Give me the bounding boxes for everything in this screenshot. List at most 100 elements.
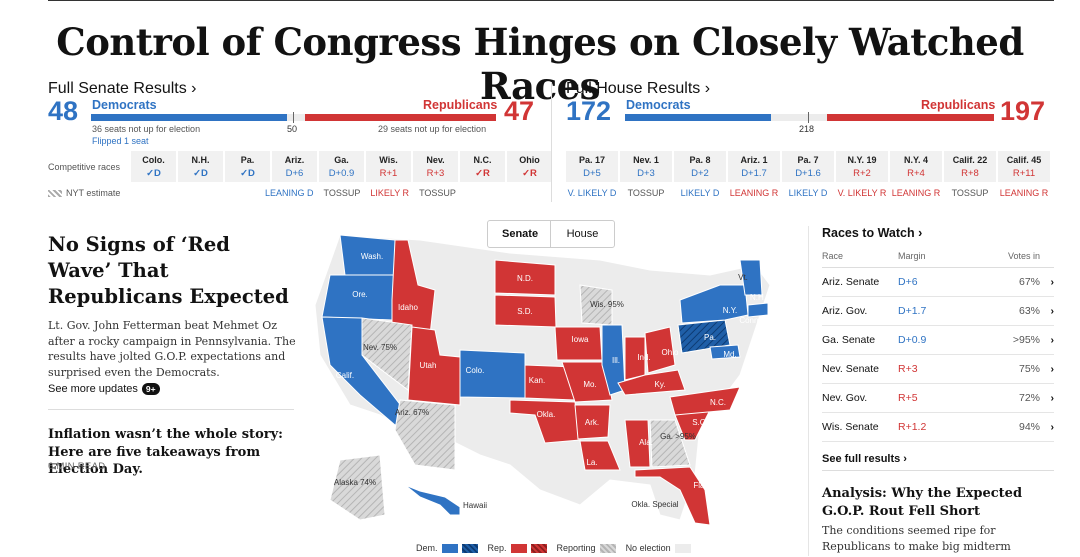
house-results-link[interactable]: Full House Results › bbox=[566, 80, 711, 97]
map-label: Ark. bbox=[585, 418, 599, 427]
analysis-headline[interactable]: Analysis: Why the Expected G.O.P. Rout F… bbox=[822, 486, 1023, 519]
legend-rep-flip-swatch bbox=[530, 543, 547, 553]
map-label: Fla. bbox=[693, 481, 706, 490]
house-category: LEANING R bbox=[729, 188, 779, 198]
senate-results-link[interactable]: Full Senate Results › bbox=[48, 80, 197, 97]
race-state: N.C. bbox=[473, 155, 492, 165]
state-mo bbox=[561, 361, 613, 403]
house-category: V. LIKELY D bbox=[567, 188, 617, 198]
senate-dem-note: 36 seats not up for election bbox=[92, 124, 201, 134]
race-tile[interactable]: Pa. 17 D+5 bbox=[566, 151, 618, 182]
tab-senate[interactable]: Senate bbox=[488, 221, 551, 247]
race-row[interactable]: Ariz. Senate D+6 67% › bbox=[822, 268, 1054, 297]
tab-house[interactable]: House bbox=[566, 228, 599, 240]
state-ill bbox=[601, 324, 626, 396]
estimate-icon bbox=[48, 189, 62, 197]
race-votes-in: 67% bbox=[1018, 276, 1040, 288]
race-margin: R+3 bbox=[898, 363, 918, 375]
race-margin: D+5 bbox=[583, 168, 601, 179]
map-label: Alaska 74% bbox=[334, 478, 376, 487]
race-margin: D+3 bbox=[637, 168, 655, 179]
house-rep-bar bbox=[827, 114, 994, 121]
races-table-body: Ariz. Senate D+6 67% › Ariz. Gov. D+1.7 63% › Ga… bbox=[822, 268, 1054, 442]
race-tile[interactable]: Colo. ✓D bbox=[131, 151, 176, 182]
map-label: Calif. bbox=[336, 371, 354, 380]
race-tile[interactable]: Pa. 7 D+1.6 bbox=[782, 151, 834, 182]
legend-rep-label: Rep. bbox=[487, 543, 507, 553]
race-votes-in: 75% bbox=[1018, 363, 1040, 375]
race-state: Colo. bbox=[142, 155, 165, 165]
state-la bbox=[579, 440, 621, 471]
page-headline[interactable]: Control of Congress Hinges on Closely Wa… bbox=[56, 20, 1024, 108]
race-tile[interactable]: N.C. ✓R bbox=[460, 151, 505, 182]
race-margin: ✓R bbox=[522, 168, 537, 179]
legend-dem-flip-swatch bbox=[461, 543, 478, 553]
map-label: Md. bbox=[723, 350, 736, 359]
race-tile[interactable]: N.Y. 19 R+2 bbox=[836, 151, 888, 182]
race-tile[interactable]: Ariz. D+6 bbox=[272, 151, 317, 182]
house-dem-label: Democrats bbox=[626, 98, 691, 112]
map-label: Ga. >95% bbox=[660, 432, 696, 441]
map-label: S.C. bbox=[692, 418, 708, 427]
race-tile[interactable]: Nev. R+3 bbox=[413, 151, 458, 182]
senate-category: LEANING D bbox=[265, 188, 314, 198]
house-category: TOSSUP bbox=[951, 188, 989, 198]
race-tile[interactable]: Nev. 1 D+3 bbox=[620, 151, 672, 182]
race-state: Pa. 17 bbox=[578, 155, 606, 165]
races-to-watch-title[interactable]: Races to Watch › bbox=[822, 226, 923, 240]
race-tile[interactable]: Wis. R+1 bbox=[366, 151, 411, 182]
race-tile[interactable]: Calif. 22 R+8 bbox=[944, 151, 996, 182]
map-label: Utah bbox=[420, 361, 437, 370]
race-votes-in: 94% bbox=[1018, 421, 1040, 433]
senate-rep-note: 29 seats not up for election bbox=[378, 124, 487, 134]
race-margin: R+4 bbox=[907, 168, 925, 179]
map-label: N.Y. bbox=[723, 306, 738, 315]
race-tile[interactable]: Ga. D+0.9 bbox=[319, 151, 364, 182]
race-margin: D+6 bbox=[285, 168, 304, 179]
race-tile[interactable]: Calif. 45 R+11 bbox=[998, 151, 1050, 182]
race-row[interactable]: Wis. Senate R+1.2 94% › bbox=[822, 413, 1054, 442]
race-tile[interactable]: Pa. ✓D bbox=[225, 151, 270, 182]
lead-story-headline[interactable]: No Signs of ‘Red Wave’ That Republicans … bbox=[48, 233, 289, 308]
second-story-headline[interactable]: Inflation wasn’t the whole story: Here a… bbox=[48, 427, 283, 477]
legend-none-label: No election bbox=[625, 543, 671, 553]
race-row[interactable]: Ga. Senate D+0.9 >95% › bbox=[822, 326, 1054, 355]
house-rep-count: 197 bbox=[1000, 96, 1046, 126]
race-tile[interactable]: Ohio ✓R bbox=[507, 151, 552, 182]
map-label: Okla. bbox=[537, 410, 556, 419]
house-majority-label: 218 bbox=[799, 124, 815, 134]
senate-dem-label: Democrats bbox=[92, 98, 157, 112]
race-margin: D+2 bbox=[691, 168, 709, 179]
race-row[interactable]: Nev. Senate R+3 75% › bbox=[822, 355, 1054, 384]
state-ga bbox=[649, 419, 691, 468]
map-label: N.C. bbox=[710, 398, 726, 407]
race-tile[interactable]: N.Y. 4 R+4 bbox=[890, 151, 942, 182]
legend-reporting-label: Reporting bbox=[556, 543, 596, 553]
race-margin: D+1.7 bbox=[898, 305, 927, 317]
map-label: N.D. bbox=[517, 274, 533, 283]
race-state: N.H. bbox=[191, 155, 210, 165]
map-label: Ill. bbox=[612, 356, 620, 365]
race-margin: ✓R bbox=[475, 168, 490, 179]
state-pa bbox=[677, 319, 731, 354]
see-full-results-link[interactable]: See full results › bbox=[822, 453, 907, 465]
map-label: Ariz. 67% bbox=[395, 408, 429, 417]
house-uncalled-bar bbox=[771, 114, 827, 121]
race-tile[interactable]: Pa. 8 D+2 bbox=[674, 151, 726, 182]
header-margin: Margin bbox=[898, 251, 926, 261]
see-more-updates[interactable]: See more updates 9+ bbox=[48, 383, 160, 395]
race-row[interactable]: Ariz. Gov. D+1.7 63% › bbox=[822, 297, 1054, 326]
state-conn bbox=[747, 302, 769, 318]
header-race: Race bbox=[822, 251, 844, 261]
house-dem-bar bbox=[625, 114, 771, 121]
senate-rep-count: 47 bbox=[504, 96, 535, 126]
map-tabs: Senate House bbox=[487, 220, 615, 248]
race-tile[interactable]: N.H. ✓D bbox=[178, 151, 223, 182]
map-label: Conn. bbox=[739, 316, 760, 325]
race-tile[interactable]: Ariz. 1 D+1.7 bbox=[728, 151, 780, 182]
senate-majority-label: 50 bbox=[287, 124, 298, 134]
race-state: Pa. 7 bbox=[797, 155, 819, 165]
race-state: N.Y. 19 bbox=[847, 155, 877, 165]
race-row[interactable]: Nev. Gov. R+5 72% › bbox=[822, 384, 1054, 413]
state-fla bbox=[634, 466, 711, 526]
